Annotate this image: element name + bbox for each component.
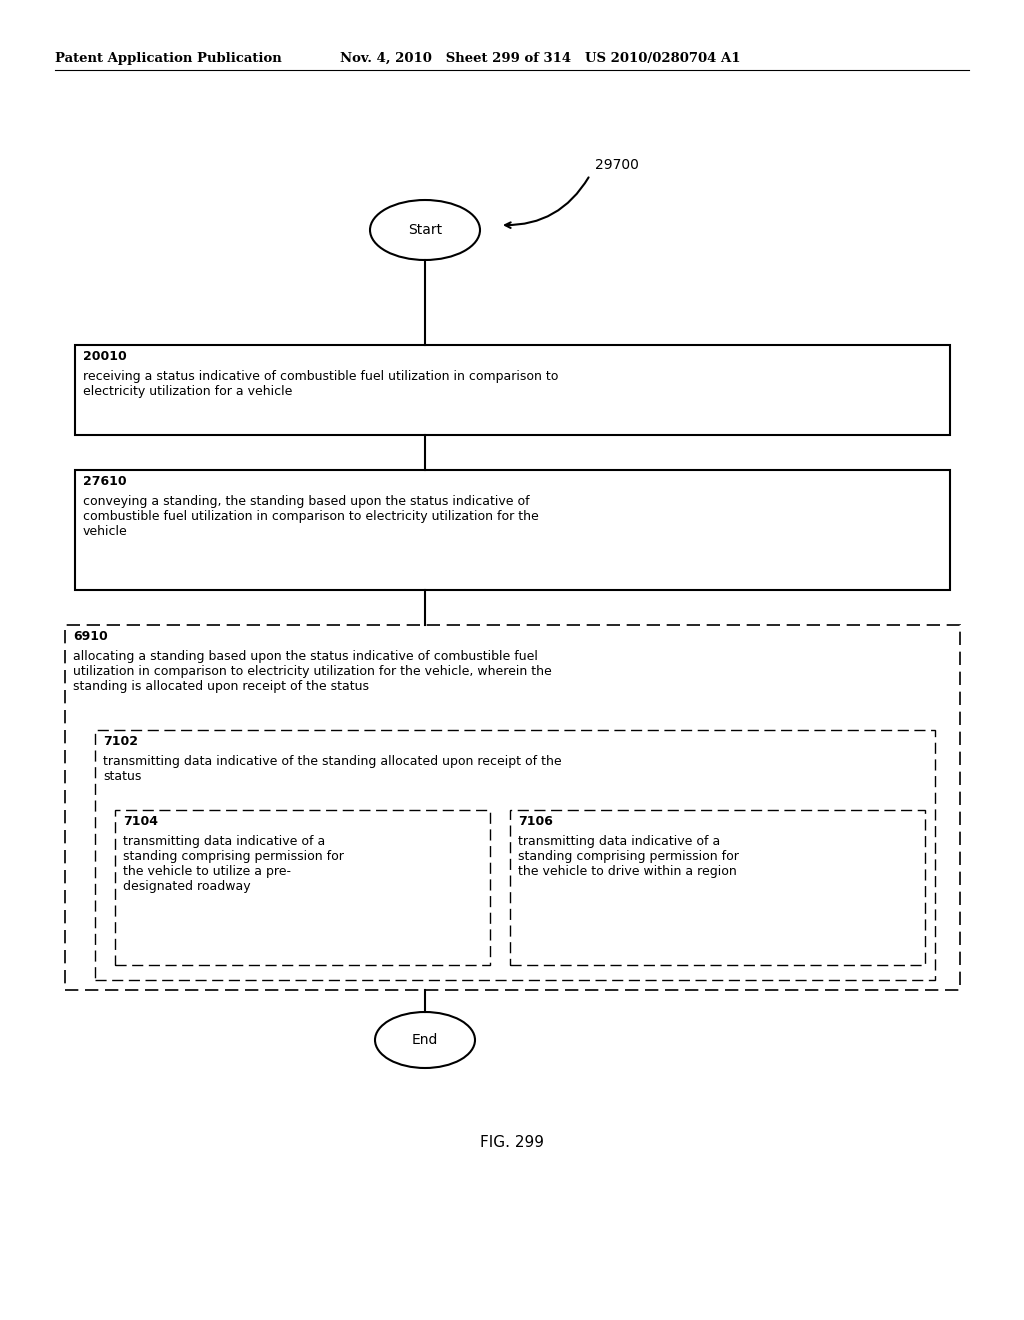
Text: End: End [412,1034,438,1047]
Text: 6910: 6910 [73,630,108,643]
Text: 7106: 7106 [518,814,553,828]
Text: transmitting data indicative of a
standing comprising permission for
the vehicle: transmitting data indicative of a standi… [518,836,739,878]
Text: 29700: 29700 [595,158,639,172]
Text: 27610: 27610 [83,475,127,488]
Text: 7102: 7102 [103,735,138,748]
Text: allocating a standing based upon the status indicative of combustible fuel
utili: allocating a standing based upon the sta… [73,649,552,693]
Text: receiving a status indicative of combustible fuel utilization in comparison to
e: receiving a status indicative of combust… [83,370,558,399]
Text: transmitting data indicative of a
standing comprising permission for
the vehicle: transmitting data indicative of a standi… [123,836,344,894]
Text: conveying a standing, the standing based upon the status indicative of
combustib: conveying a standing, the standing based… [83,495,539,539]
Bar [95,730,935,979]
Text: Nov. 4, 2010   Sheet 299 of 314   US 2010/0280704 A1: Nov. 4, 2010 Sheet 299 of 314 US 2010/02… [340,51,740,65]
Bar [510,810,925,965]
Bar [115,810,490,965]
Text: 7104: 7104 [123,814,158,828]
Text: Patent Application Publication: Patent Application Publication [55,51,282,65]
Bar [75,470,950,590]
Bar [65,624,961,990]
Text: 20010: 20010 [83,350,127,363]
Text: Start: Start [408,223,442,238]
Bar [75,345,950,436]
Text: transmitting data indicative of the standing allocated upon receipt of the
statu: transmitting data indicative of the stan… [103,755,561,783]
Text: FIG. 299: FIG. 299 [480,1135,544,1150]
